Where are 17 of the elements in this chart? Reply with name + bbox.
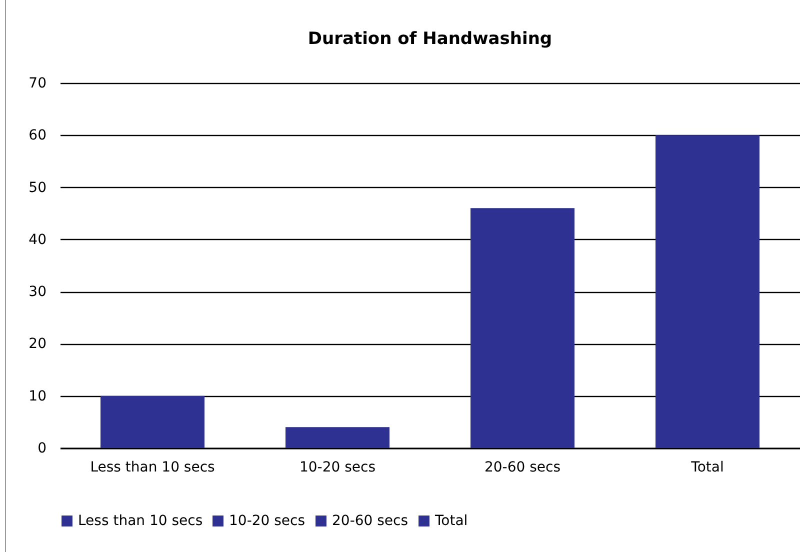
- y-tick-label: 50: [28, 180, 46, 196]
- y-tick-label: 40: [28, 232, 46, 248]
- legend-label: 10-20 secs: [229, 513, 306, 529]
- y-tick-label: 30: [28, 284, 46, 300]
- x-tick-label: Total: [690, 460, 724, 476]
- x-tick-label: Less than 10 secs: [90, 460, 215, 476]
- y-tick-label: 70: [28, 76, 46, 92]
- x-tick-label: 10-20 secs: [299, 460, 376, 476]
- y-tick-label: 10: [28, 388, 46, 404]
- legend-label: Less than 10 secs: [78, 513, 203, 529]
- legend-label: 20-60 secs: [332, 513, 408, 529]
- x-tick-label: 20-60 secs: [484, 460, 561, 476]
- chart-title: Duration of Handwashing: [308, 29, 552, 49]
- y-tick-label: 20: [28, 336, 46, 352]
- legend-label: Total: [434, 513, 468, 529]
- y-tick-label: 60: [28, 128, 46, 144]
- y-tick-label: 0: [38, 440, 46, 456]
